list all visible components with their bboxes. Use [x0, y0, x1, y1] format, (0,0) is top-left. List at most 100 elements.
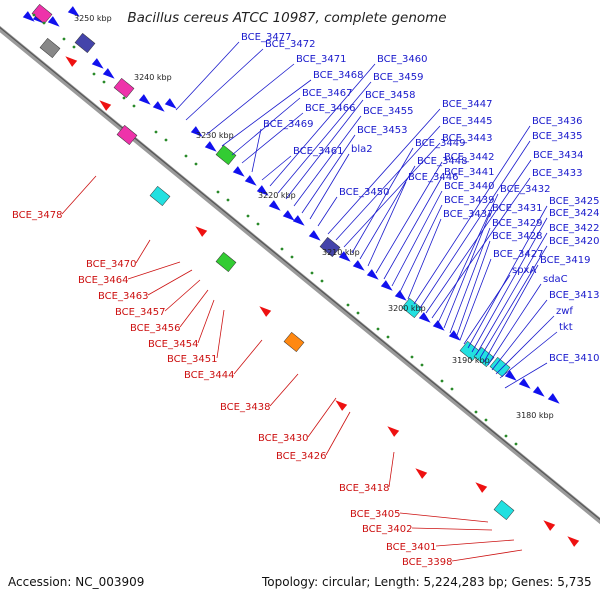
forward-gene-box-8	[113, 77, 135, 99]
forward-label-leader	[455, 240, 491, 339]
genome-backbone	[0, 25, 600, 525]
reverse-gene-box-0	[31, 3, 53, 25]
scale-tick-dot	[420, 363, 424, 367]
forward-gene-arrow-18	[268, 200, 281, 211]
scale-tick-dot	[42, 21, 46, 25]
reverse-gene-box-7	[215, 251, 237, 273]
forward-gene-label: BCE_3428	[492, 231, 542, 242]
forward-label-leader	[343, 142, 441, 248]
reverse-gene-arrow-16	[567, 536, 580, 547]
scale-tick-dot	[72, 45, 76, 49]
forward-gene-label: BCE_3450	[339, 187, 389, 198]
forward-gene-label: BCE_3419	[540, 255, 590, 266]
scale-tick-dot	[164, 138, 168, 142]
reverse-gene-label: BCE_3456	[130, 323, 180, 334]
reverse-gene-label: BCE_3418	[339, 483, 389, 494]
forward-label-leader	[419, 140, 531, 309]
forward-gene-arrow-31	[448, 330, 461, 341]
forward-label-leader	[471, 217, 548, 353]
reverse-label-leader	[127, 261, 181, 280]
reverse-label-leader	[233, 339, 263, 375]
forward-label-leader	[449, 227, 491, 334]
forward-gene-label: BCE_3439	[444, 195, 494, 206]
forward-gene-arrow-23	[338, 251, 351, 262]
forward-gene-arrow-1	[22, 11, 35, 22]
reverse-gene-arrow-8	[259, 306, 272, 317]
forward-gene-label: BCE_3441	[444, 167, 494, 178]
forward-label-leader	[335, 125, 441, 241]
forward-label-leader	[351, 147, 414, 254]
forward-gene-label: zwf	[556, 306, 573, 317]
reverse-gene-box-4	[116, 124, 138, 146]
forward-gene-label: BCE_3432	[500, 184, 550, 195]
forward-gene-arrow-21	[308, 230, 321, 241]
reverse-gene-label: BCE_3438	[220, 402, 270, 413]
forward-label-leader	[437, 193, 499, 324]
reverse-gene-box-1	[39, 37, 61, 59]
forward-gene-arrow-36	[518, 378, 531, 389]
reverse-gene-label: BCE_3463	[98, 291, 148, 302]
forward-label-leader	[431, 177, 531, 319]
forward-label-leader	[269, 63, 376, 187]
forward-gene-arrow-25	[366, 269, 379, 280]
forward-gene-label: BCE_3448	[417, 156, 467, 167]
forward-label-leader	[277, 81, 372, 194]
reverse-gene-label: BCE_3444	[184, 370, 234, 381]
reverse-label-leader	[164, 279, 201, 312]
forward-gene-label: BCE_3434	[533, 150, 583, 161]
genome-summary-text: Topology: circular; Length: 5,224,283 bp…	[261, 575, 592, 589]
forward-gene-label: bla2	[351, 144, 373, 155]
reverse-label-leader	[197, 299, 215, 344]
forward-gene-label: BCE_3420	[549, 236, 599, 247]
scale-tick-label: 3250 kbp	[74, 14, 112, 23]
forward-label-leader	[413, 125, 531, 305]
reverse-gene-label: BCE_3398	[402, 557, 452, 568]
forward-gene-arrow-37	[532, 386, 545, 397]
forward-gene-label: BCE_3447	[442, 99, 492, 110]
forward-gene-arrow-3	[47, 16, 60, 27]
forward-gene-label: BCE_3445	[442, 116, 492, 127]
scale-tick-dot	[132, 104, 136, 108]
forward-gene-arrow-35	[504, 370, 517, 381]
scale-tick-dot	[504, 434, 508, 438]
reverse-gene-label: BCE_3451	[167, 354, 217, 365]
forward-label-leader	[491, 299, 548, 371]
forward-label-leader	[261, 155, 292, 181]
forward-gene-arrow-9	[138, 94, 151, 105]
forward-gene-box-34	[489, 356, 511, 378]
forward-gene-arrow-4	[67, 6, 80, 17]
forward-gene-arrow-6	[91, 58, 104, 69]
reverse-label-leader	[307, 397, 337, 438]
forward-label-leader	[221, 79, 312, 147]
forward-label-leader	[487, 283, 542, 366]
scale-tick-dot	[410, 355, 414, 359]
forward-gene-label: BCE_3429	[492, 218, 542, 229]
forward-label-leader	[317, 196, 338, 227]
forward-label-leader	[359, 165, 416, 260]
forward-gene-arrow-24	[352, 260, 365, 271]
scale-tick-dot	[450, 387, 454, 391]
scale-tick-dot	[440, 379, 444, 383]
reverse-gene-arrow-12	[415, 468, 428, 479]
forward-gene-arrow-20	[292, 215, 305, 226]
reverse-label-leader	[388, 451, 395, 488]
reverse-label-leader	[435, 539, 515, 547]
reverse-gene-label: BCE_3405	[350, 509, 400, 520]
gene-markers	[22, 3, 580, 547]
forward-label-leader	[231, 97, 301, 156]
reverse-gene-label: BCE_3464	[78, 275, 128, 286]
scale-tick-label: 3240 kbp	[134, 73, 172, 82]
forward-gene-label: BCE_3477	[241, 32, 291, 43]
forward-gene-label: BCE_3443	[442, 133, 492, 144]
forward-gene-label: BCE_3422	[549, 223, 599, 234]
scale-tick-dot	[514, 442, 518, 446]
forward-label-leader	[499, 331, 558, 379]
forward-label-leader	[504, 362, 548, 389]
reverse-gene-box-14	[493, 499, 515, 521]
forward-gene-box-14	[215, 144, 237, 166]
reverse-label-leader	[269, 373, 299, 407]
reverse-strand-labels: BCE_3478 BCE_3470 BCE_3464 BCE_3463 BCE_3457…	[12, 175, 523, 568]
forward-gene-label: BCE_3437	[443, 209, 493, 220]
backbone-line	[0, 25, 600, 525]
scale-tick-dot	[92, 72, 96, 76]
